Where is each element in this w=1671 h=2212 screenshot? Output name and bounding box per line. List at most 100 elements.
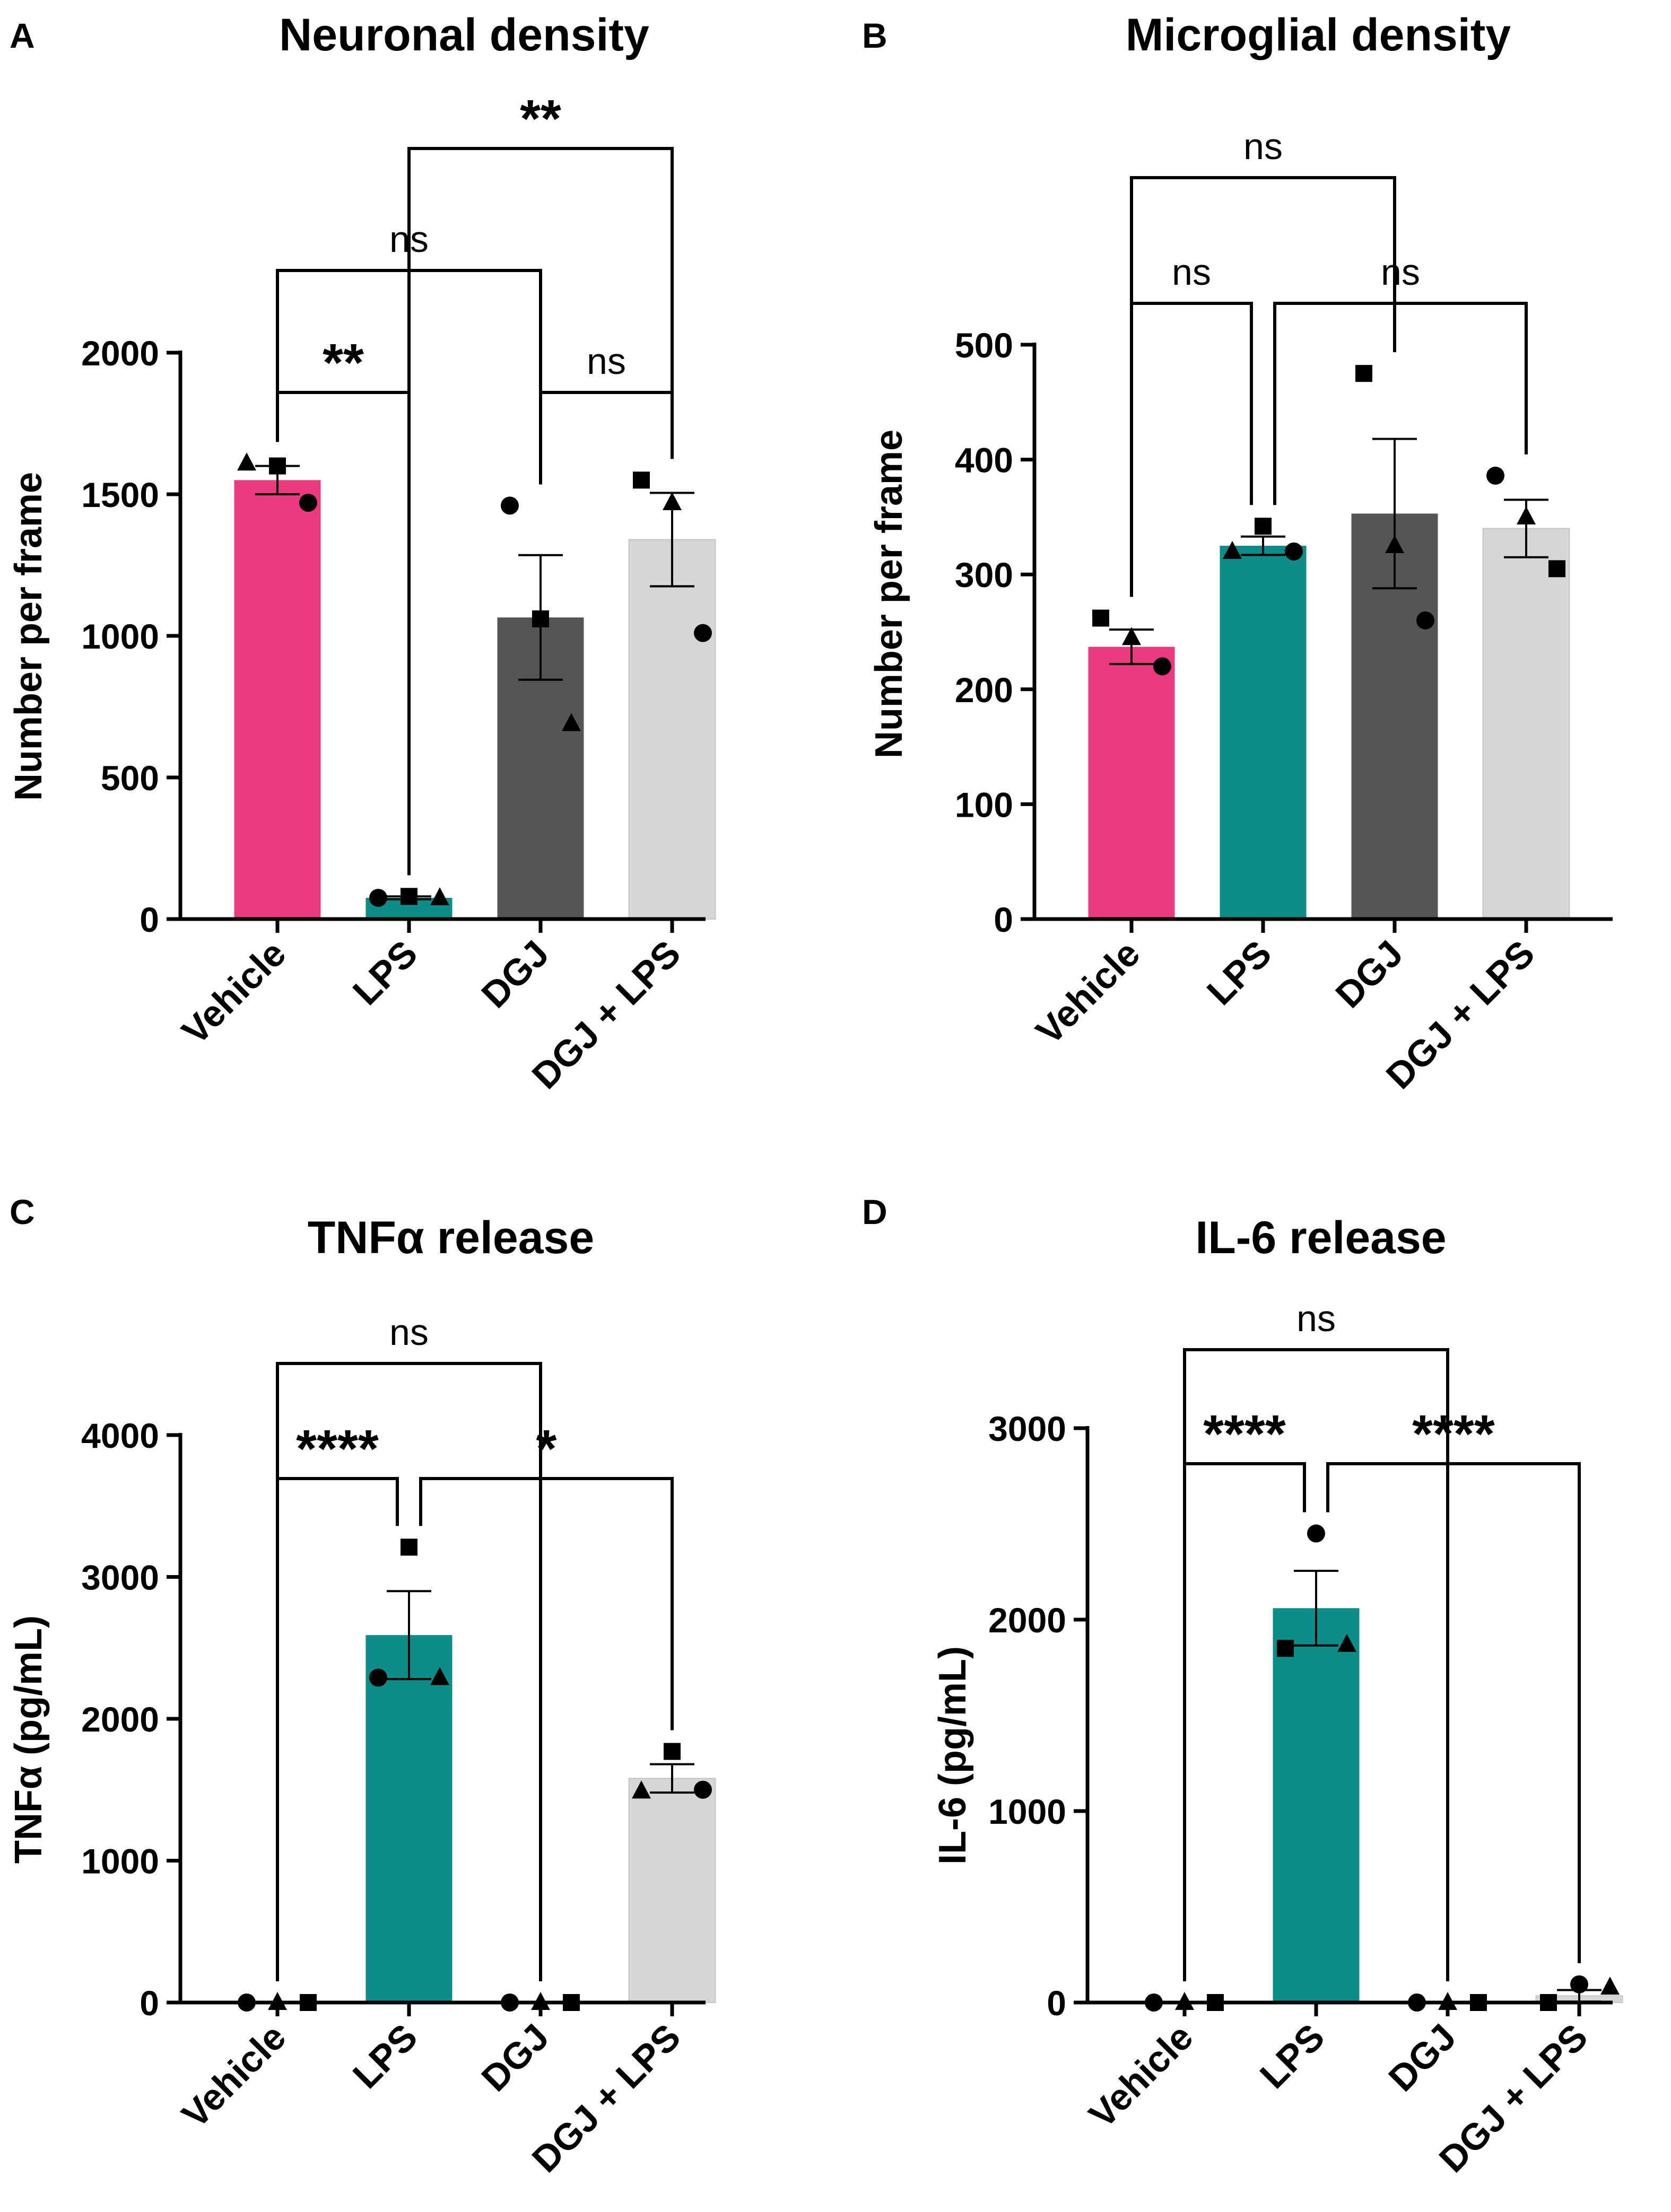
data-point-square [1470, 1994, 1487, 2011]
data-point-triangle [1122, 627, 1141, 645]
bar-dgj-lps [628, 1778, 716, 2004]
data-point-triangle [1223, 540, 1242, 559]
y-tick-label: 0 [140, 1983, 159, 2023]
y-tick-label: 2000 [81, 1700, 159, 1739]
data-point-triangle [1175, 1992, 1194, 2010]
y-tick-label: 0 [994, 900, 1013, 939]
data-point-circle [1416, 611, 1434, 629]
y-tick-label: 1500 [81, 475, 159, 514]
y-axis-label: TNFα (pg/mL) [7, 1615, 50, 1864]
significance-label: ns [587, 340, 626, 382]
x-tick-label: LPS [1199, 932, 1279, 1012]
data-point-triangle [268, 1992, 287, 2010]
significance-bracket [539, 391, 674, 485]
y-tick-label: 2000 [988, 1601, 1066, 1640]
y-tick-label: 0 [140, 900, 159, 939]
significance-bracket [1273, 302, 1528, 505]
y-tick-label: 100 [955, 785, 1013, 824]
data-point-triangle [1385, 535, 1404, 554]
data-point-square [1548, 560, 1565, 578]
y-tick-label: 4000 [81, 1416, 159, 1455]
data-point-circle [501, 496, 519, 515]
y-tick-label: 400 [955, 441, 1013, 480]
x-tick-label: Vehicle [1028, 932, 1148, 1052]
bar-dgj-lps [1482, 528, 1570, 920]
data-point-square [401, 1538, 417, 1556]
data-point-triangle [1600, 1977, 1620, 1995]
data-point-square [269, 457, 286, 475]
x-tick-label: DGJ [1328, 932, 1411, 1016]
y-tick-label: 0 [1047, 1983, 1066, 2023]
y-tick-label: 300 [955, 555, 1013, 594]
x-tick-label: LPS [1252, 2016, 1332, 2096]
significance-label: **** [1203, 1404, 1286, 1464]
chart-title: Microglial density [1126, 10, 1511, 60]
significance-bracket [407, 147, 674, 876]
chart-title: Neuronal density [279, 10, 649, 60]
y-tick-label: 1000 [81, 1842, 159, 1881]
y-tick-label: 200 [955, 670, 1013, 710]
data-point-square [401, 888, 417, 905]
panel-letter: C [10, 1192, 35, 1231]
significance-label: **** [1412, 1404, 1495, 1464]
y-tick-label: 500 [101, 758, 159, 798]
panel-d: D IL-6 release IL-6 (pg/mL) 0 1000 2000 3000 Ve… [862, 1192, 1623, 2180]
y-tick-label: 2000 [81, 334, 159, 373]
data-point-triangle [562, 713, 581, 731]
data-point-square [1092, 609, 1109, 627]
data-point-triangle [663, 492, 682, 511]
panel-letter: B [862, 16, 887, 55]
y-tick-label: 1000 [81, 617, 159, 656]
panel-a: A Neuronal density Number per frame 0 500 100… [7, 10, 716, 1097]
significance-label: ** [323, 333, 364, 392]
x-tick-label: DGJ [474, 932, 557, 1016]
panel-letter: A [10, 16, 35, 55]
chart-title: IL-6 release [1195, 1212, 1446, 1263]
x-tick-label: DGJ [1381, 2016, 1464, 2099]
data-point-triangle [632, 1780, 651, 1799]
data-point-circle [1570, 1975, 1588, 1994]
data-point-circle [369, 888, 387, 907]
x-tick-label: LPS [345, 932, 425, 1012]
data-point-square [664, 1743, 681, 1760]
y-tick-label: 3000 [81, 1558, 159, 1597]
x-tick-label: Vehicle [174, 2016, 294, 2136]
data-point-square [532, 610, 549, 627]
data-point-square [300, 1994, 317, 2011]
data-point-circle [1153, 657, 1171, 676]
data-point-triangle [1517, 506, 1536, 524]
significance-bracket [276, 1362, 542, 1981]
data-point-circle [1285, 542, 1303, 561]
bar-vehicle [234, 480, 321, 919]
data-point-circle [1145, 1994, 1163, 2012]
x-tick-label: DGJ [474, 2016, 557, 2099]
significance-label: ns [1381, 251, 1420, 293]
data-point-circle [1486, 466, 1504, 485]
significance-label: ns [1243, 126, 1283, 167]
data-point-circle [369, 1668, 387, 1687]
significance-label: ns [1172, 251, 1211, 293]
bar-dgj-lps [628, 539, 716, 920]
data-point-circle [501, 1994, 519, 2012]
data-point-square [1540, 1994, 1557, 2011]
y-tick-label: 500 [955, 326, 1013, 365]
data-point-circle [1408, 1994, 1426, 2012]
y-axis-label: Number per frame [868, 430, 910, 758]
data-point-triangle [1337, 1633, 1356, 1652]
panel-c: C TNFα release TNFα (pg/mL) 0 1000 2000 3000 40… [7, 1192, 716, 2180]
bar-lps [365, 1635, 452, 2003]
data-point-triangle [1438, 1992, 1457, 2010]
panel-letter: D [862, 1192, 887, 1231]
x-tick-label: Vehicle [1081, 2016, 1201, 2136]
x-tick-label: Vehicle [174, 932, 294, 1052]
chart-title: TNFα release [308, 1212, 594, 1263]
bar-vehicle [1088, 646, 1175, 919]
panel-b: B Microglial density Number per frame 0 100 2… [862, 10, 1613, 1097]
data-point-square [1277, 1640, 1294, 1657]
data-point-square [633, 471, 650, 489]
data-point-circle [694, 1780, 712, 1799]
data-point-triangle [430, 1667, 449, 1685]
significance-bracket [1326, 1462, 1581, 1963]
significance-label: **** [296, 1419, 379, 1479]
